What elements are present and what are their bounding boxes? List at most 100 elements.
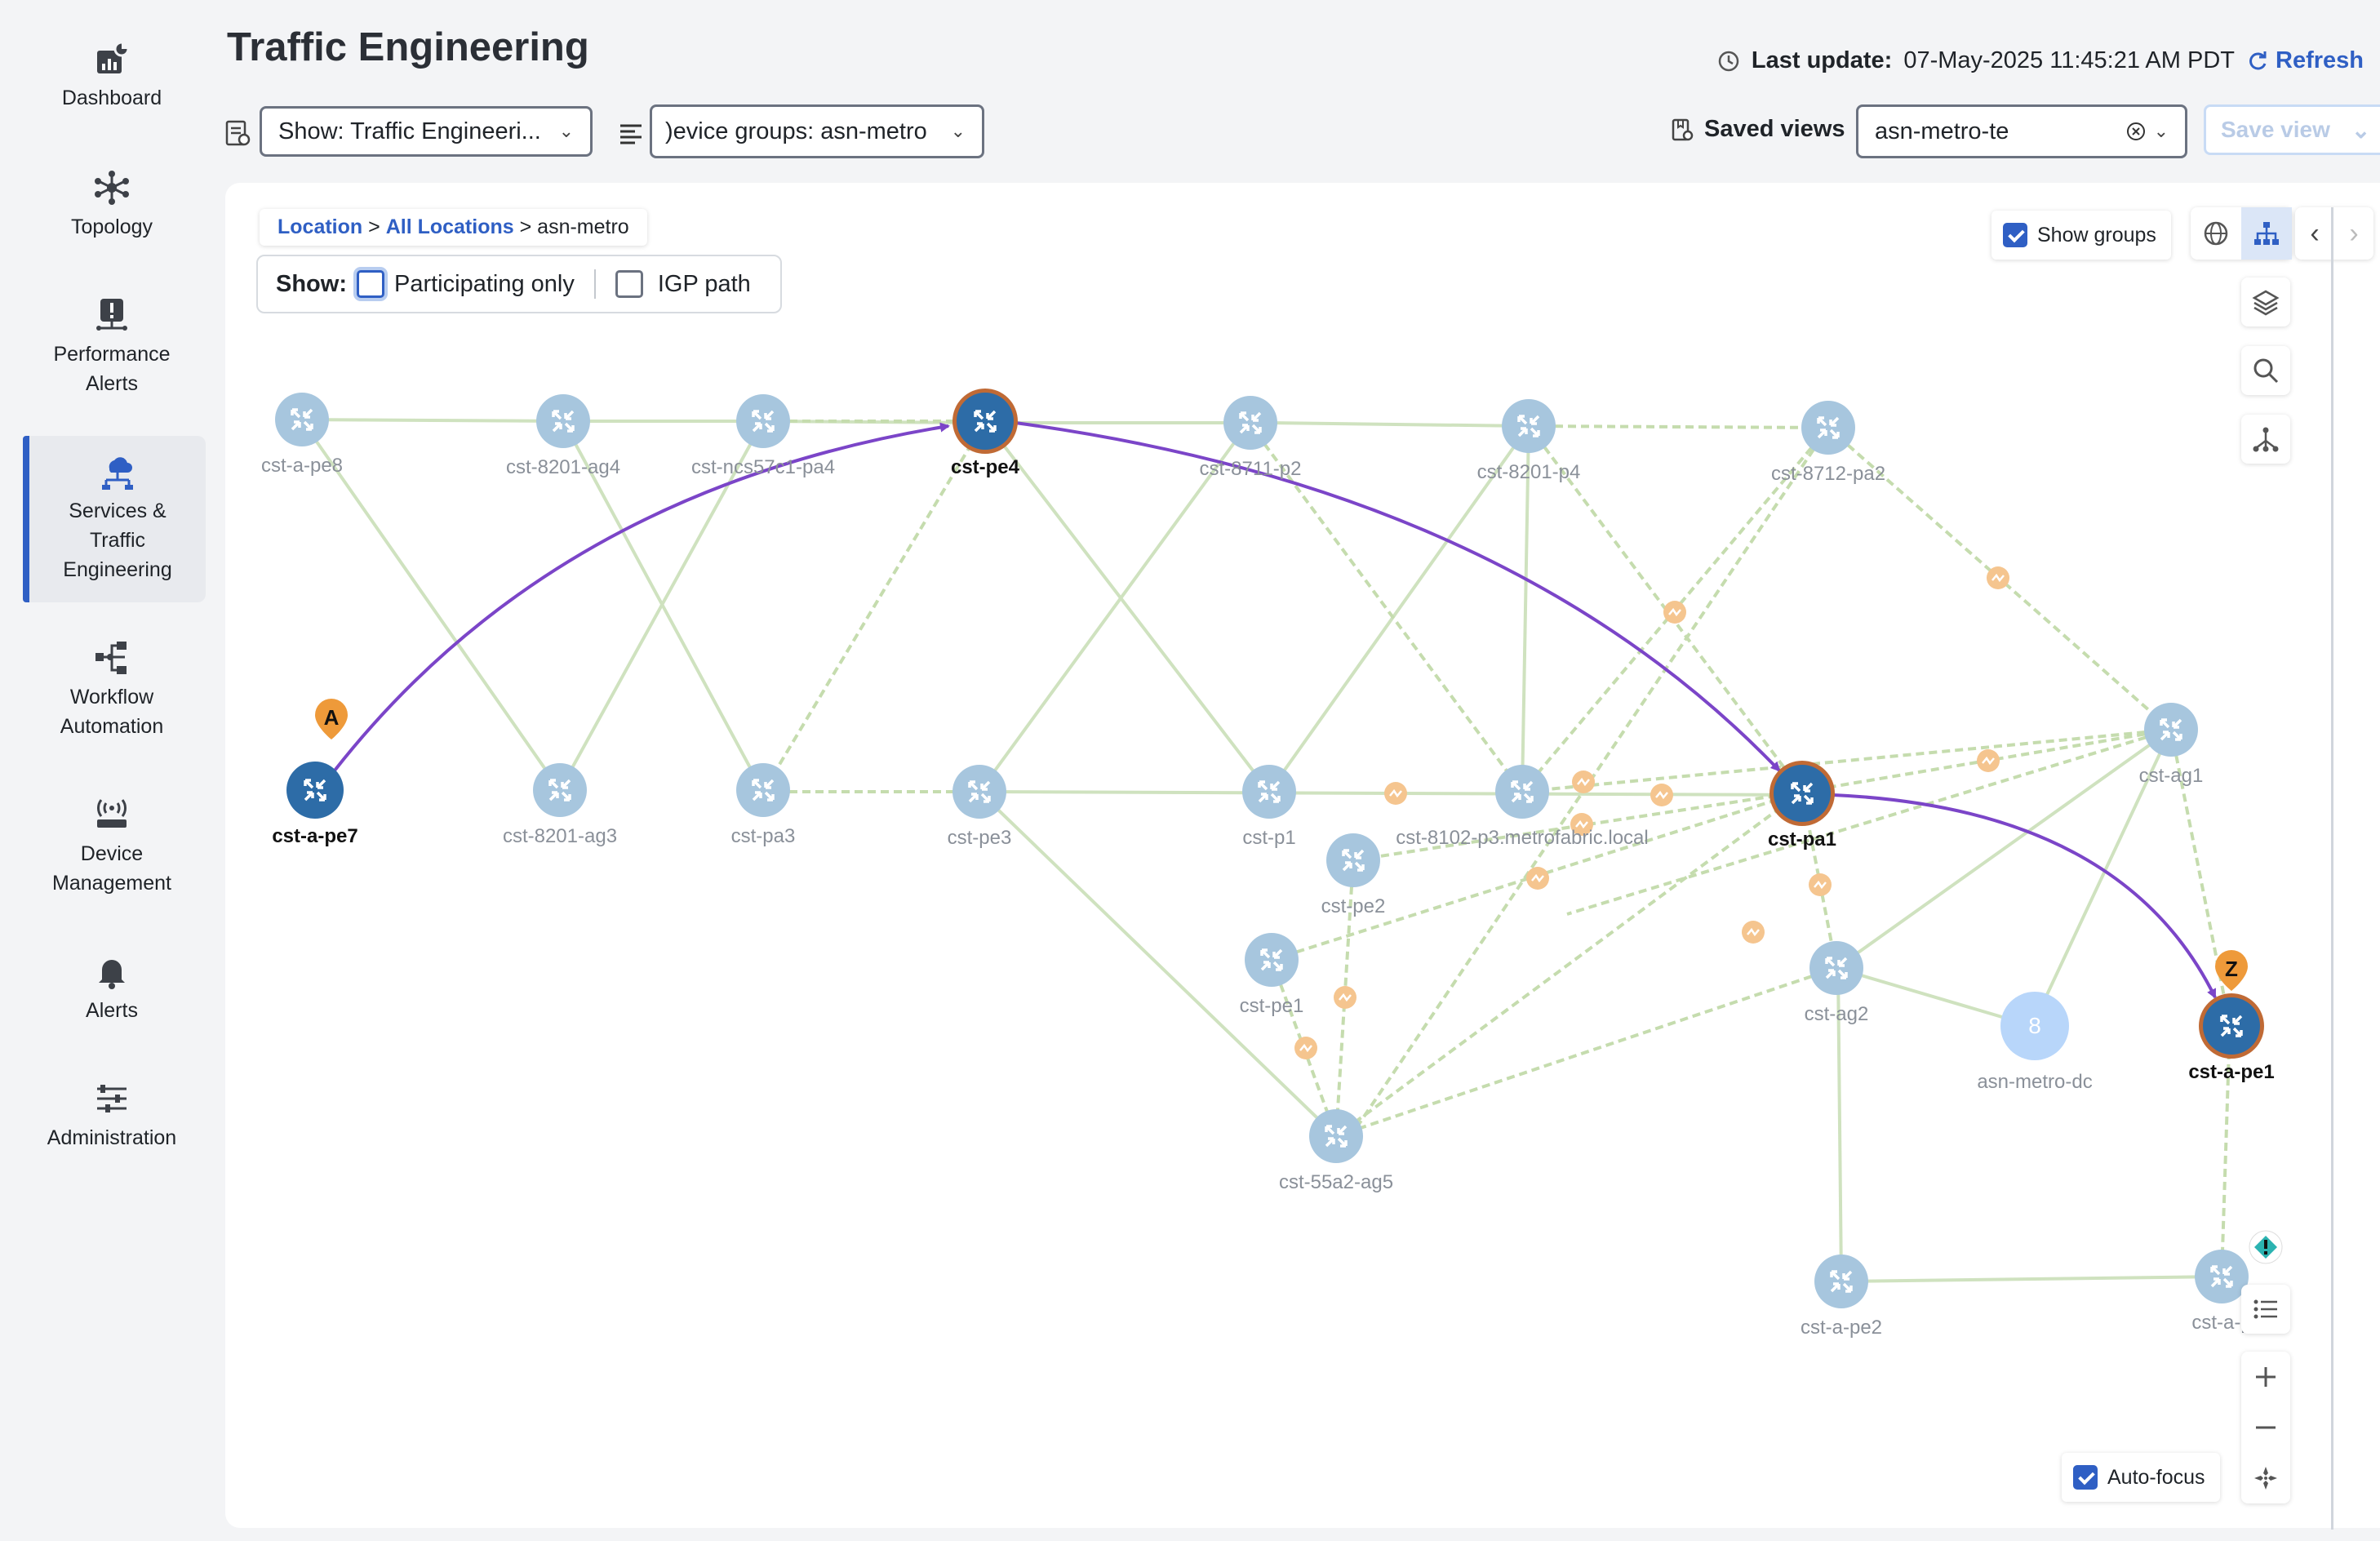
minus-icon (2256, 1426, 2276, 1429)
node-cst-ag2[interactable]: cst-ag2 (1805, 941, 1869, 1025)
saved-views-text: Saved views (1704, 116, 1845, 142)
node-cst-a-pe8[interactable]: cst-a-pe8 (261, 393, 343, 477)
show-groups-checkbox[interactable] (2003, 223, 2027, 247)
sidebar-item-performance-alerts[interactable]: Performance Alerts (24, 295, 199, 398)
chevron-down-icon: ⌄ (2153, 121, 2169, 141)
node-cst-pa1[interactable]: cst-pa1 (1768, 761, 1836, 850)
node-cst-pe1[interactable]: cst-pe1 (1240, 933, 1304, 1017)
sidebar-item-topology[interactable]: Topology (24, 168, 199, 242)
router-icon (536, 394, 590, 448)
fit-button[interactable] (2241, 1453, 2290, 1503)
refresh-icon (2249, 51, 2267, 69)
node-cst-8201-ag3[interactable]: cst-8201-ag3 (503, 763, 617, 847)
igp-path-label: IGP path (657, 270, 751, 297)
node-label: cst-pe2 (1321, 895, 1386, 917)
sidebar-item-label: Alerts (86, 999, 138, 1022)
node-cst-8711-p2[interactable]: cst-8711-p2 (1200, 396, 1302, 480)
sidebar-item-services-traffic-engineering[interactable]: Services & Traffic Engineering (23, 436, 206, 602)
search-button[interactable] (2241, 346, 2290, 395)
panel-nav: ‹ › (2295, 207, 2373, 260)
chevron-down-icon: ⌄ (558, 121, 574, 141)
zoom-out-button[interactable] (2241, 1402, 2290, 1453)
saved-views-value: asn-metro-te (1875, 118, 2009, 144)
node-cst-55a2-ag5[interactable]: cst-55a2-ag5 (1279, 1109, 1393, 1193)
node-cst-ag1[interactable]: cst-ag1 (2139, 703, 2204, 787)
node-cst-8712-pa2[interactable]: cst-8712-pa2 (1771, 401, 1885, 485)
node-cst-p1[interactable]: cst-p1 (1242, 765, 1296, 849)
show-label: Show: (276, 270, 347, 297)
router-icon (736, 394, 790, 448)
sidebar: Dashboard Topology Performance Alerts Se… (0, 0, 222, 1541)
group-asn-metro-dc[interactable]: 8 (2000, 992, 2069, 1060)
sidebar-item-dashboard[interactable]: Dashboard (24, 39, 199, 113)
sidebar-item-device-management[interactable]: Device Management (24, 795, 199, 898)
te-path (333, 421, 2217, 999)
last-update-label: Last update: (1751, 47, 1893, 73)
link-badges (1294, 566, 2009, 1059)
breadcrumb-location[interactable]: Location (278, 215, 363, 238)
geo-view-button[interactable] (2191, 207, 2241, 260)
router-icon (2195, 1250, 2249, 1303)
save-view-button[interactable]: Save view ⌄ (2204, 104, 2380, 155)
node-cst-a-pe7[interactable]: cst-a-pe7 (272, 762, 358, 847)
node-asn-metro-dc[interactable]: asn-metro-dc (1977, 1071, 2092, 1093)
page-title: Traffic Engineering (227, 25, 589, 69)
node-cst-pe3[interactable]: cst-pe3 (948, 765, 1012, 849)
router-icon (1801, 401, 1855, 455)
igp-path-checkbox[interactable] (615, 270, 643, 298)
auto-focus-toggle[interactable]: Auto-focus (2062, 1453, 2220, 1502)
node-cst-ncs57c1-pa4[interactable]: cst-ncs57c1-pa4 (691, 394, 835, 478)
router-icon (1326, 833, 1380, 887)
node-cst-8201-ag4[interactable]: cst-8201-ag4 (506, 394, 620, 478)
logical-view-button[interactable] (2241, 207, 2292, 260)
device-groups-value: )evice groups: asn-metro (665, 118, 927, 144)
router-icon (286, 762, 344, 819)
endpoint-marker-a: A (315, 699, 348, 739)
save-view-label: Save view (2221, 117, 2330, 142)
node-cst-8201-p4[interactable]: cst-8201-p4 (1477, 399, 1581, 483)
node-cst-pa3[interactable]: cst-pa3 (731, 763, 796, 847)
router-icon (1223, 396, 1277, 450)
node-cst-8102-p3[interactable]: cst-8102-p3.metrofabric.local (1396, 765, 1649, 849)
node-cst-pe4[interactable]: cst-pe4 (951, 389, 1020, 478)
show-groups-toggle[interactable]: Show groups (1991, 211, 2171, 260)
dashboard-icon (97, 41, 130, 73)
sidebar-item-administration[interactable]: Administration (24, 1079, 199, 1152)
router-icon (1502, 399, 1556, 453)
sidebar-item-label: Workflow Automation (60, 686, 164, 738)
layers-button[interactable] (2241, 278, 2290, 326)
breadcrumb: Location > All Locations > asn-metro (260, 209, 647, 246)
zoom-in-button[interactable] (2241, 1352, 2290, 1402)
refresh-button[interactable]: Refresh (2246, 47, 2364, 74)
node-label: cst-pe3 (948, 827, 1012, 849)
participating-only-checkbox[interactable] (357, 270, 384, 298)
legend-button[interactable] (2241, 1285, 2290, 1334)
chevron-down-icon: ⌄ (2351, 117, 2371, 143)
node-cst-a-pe1[interactable]: cst-a-pe1 (2188, 993, 2275, 1083)
chevron-right-icon[interactable]: › (2349, 217, 2359, 249)
auto-focus-checkbox[interactable] (2073, 1465, 2098, 1490)
sidebar-item-workflow-automation[interactable]: Workflow Automation (24, 638, 199, 741)
show-select[interactable]: Show: Traffic Engineeri... ⌄ (260, 106, 593, 157)
svg-text:8: 8 (2028, 1013, 2041, 1038)
node-cst-a-pe2[interactable]: cst-a-pe2 (1801, 1255, 1882, 1339)
show-filter-box: Show: Participating only IGP path (256, 255, 782, 313)
node-label: cst-pe4 (951, 456, 1020, 478)
chevron-left-icon[interactable]: ‹ (2310, 217, 2320, 249)
sidebar-item-alerts[interactable]: Alerts (24, 952, 199, 1025)
saved-views-select[interactable]: asn-metro-te ⌄ (1856, 104, 2187, 158)
breadcrumb-separator: > (368, 215, 380, 238)
tree-layout-icon (2253, 427, 2279, 452)
sidebar-item-label: Topology (70, 215, 153, 238)
router-icon (952, 765, 1006, 819)
clear-icon[interactable] (2126, 122, 2146, 141)
sidebar-item-label: Administration (47, 1126, 177, 1149)
node-cst-pe2[interactable]: cst-pe2 (1321, 833, 1386, 917)
layout-button[interactable] (2241, 415, 2290, 464)
breadcrumb-all-locations[interactable]: All Locations (385, 215, 514, 238)
device-groups-select[interactable]: )evice groups: asn-metro ⌄ (650, 104, 984, 158)
alert-diamond-icon[interactable] (2248, 1229, 2284, 1265)
node-label: cst-8201-ag4 (506, 456, 620, 478)
router-icon (1774, 765, 1831, 822)
